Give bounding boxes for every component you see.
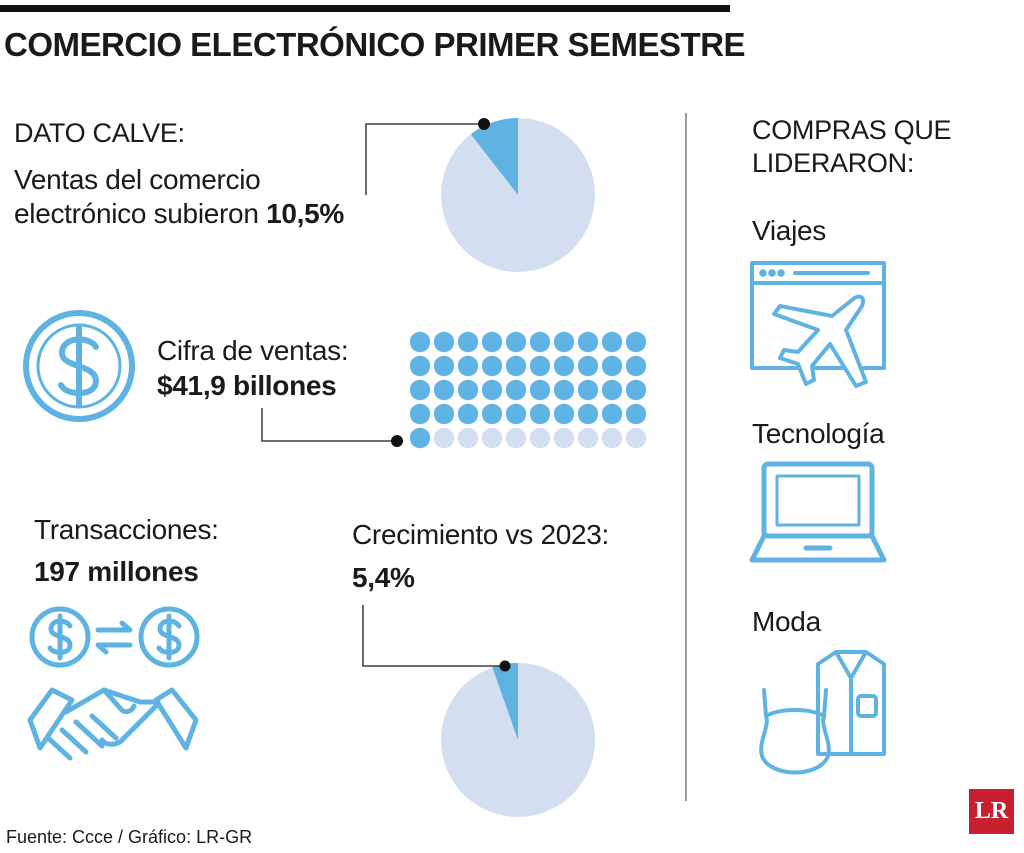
crecimiento-value: 5,4% [352, 562, 415, 593]
column-divider [685, 113, 687, 801]
waffle-dot [553, 379, 575, 401]
waffle-dot [625, 403, 647, 425]
waffle-dot [505, 355, 527, 377]
waffle-dot [553, 427, 575, 449]
compras-item-tecnologia: Tecnología [752, 418, 885, 449]
waffle-dot [409, 331, 431, 353]
waffle-dot [529, 379, 551, 401]
waffle-dot [409, 355, 431, 377]
cifra-label: Cifra de ventas: [157, 335, 349, 366]
waffle-dot [433, 427, 455, 449]
waffle-dot [529, 355, 551, 377]
transacciones-value: 197 millones [34, 556, 199, 587]
waffle-dot [505, 379, 527, 401]
waffle-dot [457, 355, 479, 377]
waffle-dot [577, 427, 599, 449]
waffle-dot [577, 403, 599, 425]
waffle-dot [601, 427, 623, 449]
waffle-dot [601, 355, 623, 377]
waffle-dot [505, 331, 527, 353]
waffle-dot [577, 331, 599, 353]
waffle-dot [457, 331, 479, 353]
waffle-dot [601, 379, 623, 401]
waffle-dot [457, 379, 479, 401]
waffle-dot [481, 355, 503, 377]
waffle-dot [601, 403, 623, 425]
waffle-dot [481, 427, 503, 449]
dato-heading: DATO CALVE: [14, 118, 185, 148]
waffle-dot [577, 379, 599, 401]
waffle-dot [481, 403, 503, 425]
pie2-leader-line [362, 605, 505, 667]
waffle-dot [505, 403, 527, 425]
waffle-dot [409, 427, 431, 449]
waffle-dot [577, 355, 599, 377]
waffle-dot [481, 379, 503, 401]
waffle-dot [625, 355, 647, 377]
compras-item-viajes: Viajes [752, 215, 826, 246]
pie1-leader-line [365, 123, 484, 195]
waffle-dot [625, 331, 647, 353]
source-note: Fuente: Ccce / Gráfico: LR-GR [6, 827, 253, 847]
transacciones-label: Transacciones: [34, 514, 219, 545]
waffle-dot [433, 355, 455, 377]
cifra-value: $41,9 billones [157, 370, 337, 401]
laptop-icon [749, 461, 887, 563]
waffle-dot [553, 403, 575, 425]
waffle-dot [625, 379, 647, 401]
lr-logo: LR [969, 789, 1014, 834]
top-rule [0, 5, 730, 12]
dato-line2: electrónico subieron [14, 198, 259, 229]
crecimiento-label: Crecimiento vs 2023: [352, 519, 610, 550]
waffle-dot [481, 331, 503, 353]
dato-value: 10,5% [266, 198, 344, 229]
compras-item-moda: Moda [752, 606, 821, 637]
pie2-leader-dot [499, 660, 511, 672]
dato-line2-wrap: electrónico subieron 10,5% [14, 198, 344, 230]
waffle-dot [409, 403, 431, 425]
pie1-slice-highlight [470, 118, 518, 195]
waffle-dot [433, 331, 455, 353]
waffle-chart-ventas [409, 331, 647, 449]
dollar-coin-icon [23, 310, 135, 422]
waffle-dot [601, 331, 623, 353]
waffle-dot [433, 403, 455, 425]
waffle-leader-dot [391, 435, 403, 447]
waffle-dot [457, 427, 479, 449]
compras-heading-2: LIDERARON: [752, 148, 915, 178]
pie1-leader-dot [478, 118, 490, 130]
waffle-dot [409, 379, 431, 401]
handshake-icon [27, 687, 199, 761]
travel-web-icon [750, 261, 886, 388]
money-exchange-icon [29, 606, 200, 668]
waffle-leader-line [261, 408, 397, 442]
clothing-icon [759, 650, 886, 775]
pie-chart-dato [441, 118, 595, 272]
waffle-dot [433, 379, 455, 401]
waffle-dot [625, 427, 647, 449]
pie2-slice-highlight [492, 663, 518, 740]
page-title: COMERCIO ELECTRÓNICO PRIMER SEMESTRE [4, 26, 746, 63]
waffle-dot [529, 403, 551, 425]
waffle-dot [505, 427, 527, 449]
waffle-dot [553, 355, 575, 377]
dato-line1: Ventas del comercio [14, 164, 261, 195]
waffle-dot [457, 403, 479, 425]
waffle-dot [529, 427, 551, 449]
waffle-dot [553, 331, 575, 353]
compras-heading-1: COMPRAS QUE [752, 115, 952, 145]
waffle-dot [529, 331, 551, 353]
pie-chart-crecimiento [441, 663, 595, 817]
